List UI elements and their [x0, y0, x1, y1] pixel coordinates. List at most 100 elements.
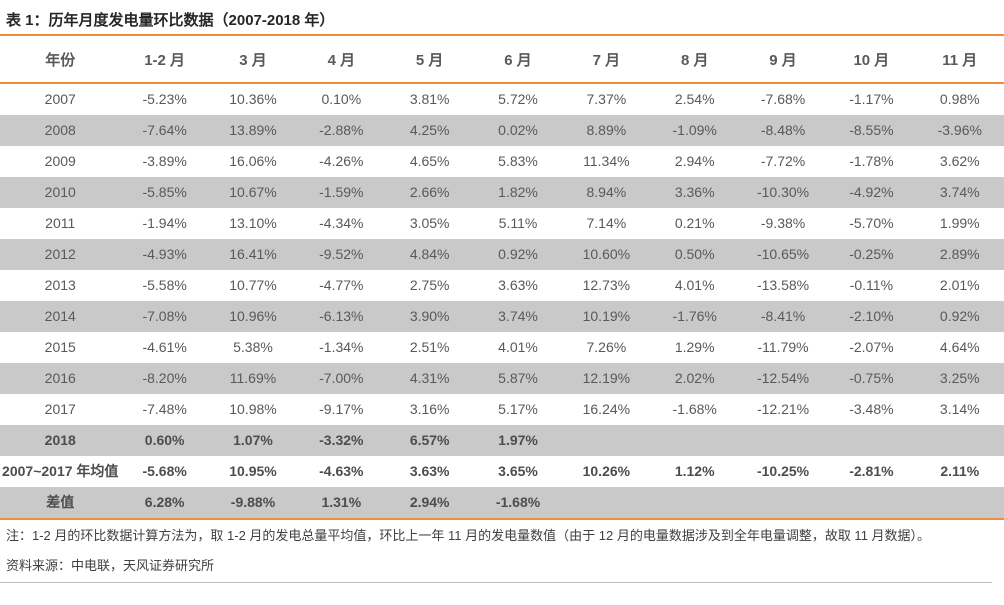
row-label: 2012: [44, 245, 76, 262]
table-cell: [915, 487, 1004, 520]
table-cell: -5.70%: [849, 214, 894, 231]
table-cell: 0.21%: [674, 214, 715, 231]
table-cell: 2.54%: [674, 90, 715, 107]
table-cell: 10.77%: [229, 276, 277, 293]
table-cell: [739, 425, 827, 456]
table-header: 年份 1-2 月 3 月 4 月 5 月 6 月 7 月 8 月 9 月 10 …: [0, 36, 1004, 84]
column-header-jan-feb: 1-2 月: [120, 36, 209, 84]
table-cell: 3.62%: [939, 152, 980, 169]
table-cell: 3.63%: [409, 462, 450, 479]
table-cell: 10.36%: [229, 90, 277, 107]
table-cell: -2.81%: [849, 462, 894, 479]
table-cell: 3.90%: [409, 307, 450, 324]
row-label: 2010: [44, 183, 76, 200]
table-cell: 3.74%: [939, 183, 980, 200]
table-cell: 13.89%: [229, 121, 277, 138]
table-row: 2018 0.60% 1.07% -3.32% 6.57% 1.97%: [0, 425, 1004, 456]
table-cell: 3.74%: [498, 307, 538, 324]
table-cell: -5.23%: [142, 90, 187, 107]
table-cell: -10.25%: [756, 462, 810, 479]
table-cell: [916, 425, 1004, 456]
table-cell: 10.98%: [229, 400, 277, 417]
table-cell: -12.21%: [756, 400, 810, 417]
table-cell: -7.64%: [142, 121, 187, 138]
table-body: 2007 -5.23% 10.36% 0.10% 3.81% 5.72% 7.37% 2.54…: [0, 83, 1004, 520]
table-cell: 2.94%: [674, 152, 715, 169]
table-cell: -3.48%: [849, 400, 894, 417]
table-row: 2007~2017 年均值 -5.68% 10.95% -4.63% 3.63% 3.65…: [0, 456, 1004, 487]
table-cell: [651, 425, 739, 456]
table-cell: 8.94%: [586, 183, 627, 200]
table-cell: -1.94%: [142, 214, 187, 231]
table-cell: -0.11%: [849, 276, 894, 293]
table-cell: 16.06%: [229, 152, 277, 169]
table-cell: 0.10%: [321, 90, 362, 107]
table-cell: 1.07%: [233, 431, 273, 448]
source-text: 资料来源：中电联，天风证券研究所: [0, 546, 992, 583]
row-label: 差值: [0, 487, 121, 520]
table-cell: 0.50%: [674, 245, 715, 262]
table-cell: 5.83%: [498, 152, 538, 169]
column-header-mar: 3 月: [208, 36, 298, 84]
table-cell: 5.11%: [498, 214, 538, 231]
row-label: 2018: [44, 431, 76, 448]
row-label: 2015: [44, 338, 76, 355]
table-cell: -7.00%: [319, 369, 364, 386]
table-cell: 4.01%: [674, 276, 715, 293]
table-cell: -4.93%: [142, 245, 187, 262]
table-cell: 7.26%: [586, 338, 627, 355]
table-row: 差值 6.28% -9.88% 1.31% 2.94% -1.68%: [0, 487, 1004, 520]
table-row: 2010 -5.85% 10.67% -1.59% 2.66% 1.82% 8.94% 3.3…: [0, 177, 1004, 208]
table-cell: 6.57%: [409, 431, 450, 448]
row-label: 2011: [45, 214, 76, 231]
table-row: 2016 -8.20% 11.69% -7.00% 4.31% 5.87% 12.19% 2.…: [0, 363, 1004, 394]
table-cell: [562, 487, 651, 520]
row-label: 2014: [44, 307, 76, 324]
table-cell: 1.97%: [498, 431, 538, 448]
column-header-apr: 4 月: [297, 36, 386, 84]
table-cell: -5.85%: [142, 183, 187, 200]
table-cell: 10.19%: [582, 307, 631, 324]
table-cell: -12.54%: [756, 369, 810, 386]
table-cell: 2.89%: [939, 245, 980, 262]
table-cell: -11.79%: [757, 338, 809, 355]
table-cell: 7.37%: [586, 90, 627, 107]
column-header-jun: 6 月: [473, 36, 563, 84]
table-cell: -10.30%: [756, 183, 810, 200]
table-cell: -10.65%: [756, 245, 810, 262]
table-row: 2008 -7.64% 13.89% -2.88% 4.25% 0.02% 8.89% -1.…: [0, 115, 1004, 146]
table-row: 2011 -1.94% 13.10% -4.34% 3.05% 5.11% 7.14% 0.2…: [0, 208, 1004, 239]
table-cell: -3.32%: [319, 431, 364, 448]
monthly-power-generation-table: 年份 1-2 月 3 月 4 月 5 月 6 月 7 月 8 月 9 月 10 …: [0, 36, 1004, 520]
table-row: 2015 -4.61% 5.38% -1.34% 2.51% 4.01% 7.26% 1.29…: [0, 332, 1004, 363]
table-cell: 0.02%: [498, 121, 538, 138]
column-header-year: 年份: [0, 36, 121, 84]
table-cell: 16.41%: [229, 245, 277, 262]
column-header-nov: 11 月: [915, 36, 1004, 84]
table-cell: [827, 425, 915, 456]
table-row: 2017 -7.48% 10.98% -9.17% 3.16% 5.17% 16.24% -1…: [0, 394, 1004, 425]
table-cell: -2.07%: [849, 338, 894, 355]
table-cell: -1.34%: [319, 338, 364, 355]
table-cell: 4.65%: [409, 152, 450, 169]
header-row: 年份 1-2 月 3 月 4 月 5 月 6 月 7 月 8 月 9 月 10 …: [0, 36, 1004, 84]
table-cell: 6.28%: [120, 487, 209, 520]
table-cell: 3.63%: [498, 276, 538, 293]
table-cell: -8.41%: [760, 307, 806, 324]
table-cell: 8.89%: [586, 121, 627, 138]
table-cell: -13.58%: [756, 276, 810, 293]
table-cell: 10.60%: [582, 245, 631, 262]
table-row: 2012 -4.93% 16.41% -9.52% 4.84% 0.92% 10.60% 0.…: [0, 239, 1004, 270]
table-cell: 3.65%: [498, 462, 538, 479]
table-cell: -8.48%: [760, 121, 806, 138]
table-cell: 4.25%: [409, 121, 450, 138]
table-cell: -5.68%: [142, 462, 187, 479]
row-label: 2008: [44, 121, 76, 138]
table-cell: 5.38%: [233, 338, 273, 355]
table-row: 2009 -3.89% 16.06% -4.26% 4.65% 5.83% 11.34% 2.…: [0, 146, 1004, 177]
table-cell: [562, 425, 650, 456]
table-cell: 10.96%: [229, 307, 277, 324]
table-cell: 1.82%: [498, 183, 538, 200]
table-cell: -9.88%: [208, 487, 298, 520]
